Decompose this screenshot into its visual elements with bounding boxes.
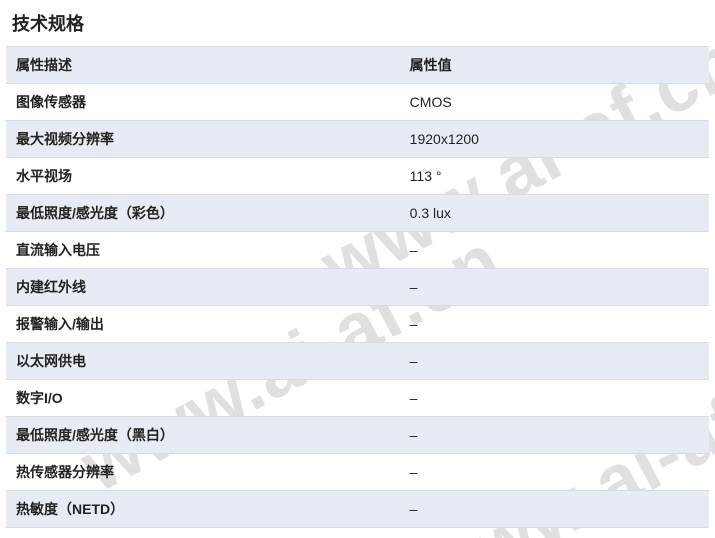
- row-value: –: [400, 242, 709, 258]
- row-value: 1920x1200: [400, 131, 709, 147]
- row-value: –: [400, 316, 709, 332]
- table-row: 最低照度/感光度（彩色） 0.3 lux: [6, 194, 709, 231]
- row-value: –: [400, 390, 709, 406]
- row-label: 最低照度/感光度（彩色）: [6, 203, 400, 223]
- row-label: 热传感器分辨率: [6, 462, 400, 482]
- row-label: 最大视频分辨率: [6, 129, 400, 149]
- page-title: 技术规格: [6, 8, 709, 46]
- row-value: –: [400, 427, 709, 443]
- table-row: 热敏度（NETD） –: [6, 490, 709, 527]
- table-row: 报警输入/输出 –: [6, 305, 709, 342]
- row-value: –: [400, 353, 709, 369]
- header-value: 属性值: [400, 55, 709, 75]
- table-row: 图像传感器 CMOS: [6, 83, 709, 120]
- spec-table: 技术规格 属性描述 属性值 图像传感器 CMOS 最大视频分辨率 1920x12…: [0, 0, 715, 538]
- table-row: 宽动态范围 法医抓捕: [6, 527, 709, 538]
- table-row: 内建红外线 –: [6, 268, 709, 305]
- row-label: 内建红外线: [6, 277, 400, 297]
- table-row: 以太网供电 –: [6, 342, 709, 379]
- row-label: 以太网供电: [6, 351, 400, 371]
- row-value: –: [400, 501, 709, 517]
- table-row: 热传感器分辨率 –: [6, 453, 709, 490]
- row-label: 热敏度（NETD）: [6, 499, 400, 519]
- row-value: 113 °: [400, 168, 709, 184]
- row-label: 直流输入电压: [6, 240, 400, 260]
- table-row: 直流输入电压 –: [6, 231, 709, 268]
- table-row: 最低照度/感光度（黑白） –: [6, 416, 709, 453]
- row-value: 0.3 lux: [400, 205, 709, 221]
- row-label: 最低照度/感光度（黑白）: [6, 425, 400, 445]
- table-row: 数字I/O –: [6, 379, 709, 416]
- row-label: 图像传感器: [6, 92, 400, 112]
- table-row: 水平视场 113 °: [6, 157, 709, 194]
- table-header-row: 属性描述 属性值: [6, 46, 709, 83]
- row-value: –: [400, 464, 709, 480]
- row-label: 水平视场: [6, 166, 400, 186]
- row-value: CMOS: [400, 94, 709, 110]
- header-label: 属性描述: [6, 55, 400, 75]
- row-label: 数字I/O: [6, 388, 400, 408]
- row-value: –: [400, 279, 709, 295]
- row-label: 报警输入/输出: [6, 314, 400, 334]
- table-row: 最大视频分辨率 1920x1200: [6, 120, 709, 157]
